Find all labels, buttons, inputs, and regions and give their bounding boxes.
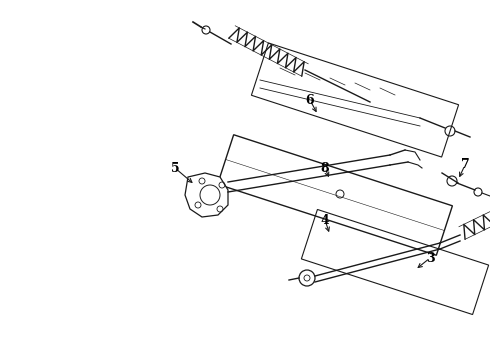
Text: 8: 8 — [320, 162, 329, 175]
Text: 5: 5 — [171, 162, 179, 175]
Text: 7: 7 — [461, 158, 469, 171]
Polygon shape — [218, 135, 452, 255]
Text: 3: 3 — [426, 252, 434, 265]
Polygon shape — [185, 173, 228, 217]
Text: 4: 4 — [320, 213, 329, 226]
Text: 6: 6 — [306, 94, 314, 107]
